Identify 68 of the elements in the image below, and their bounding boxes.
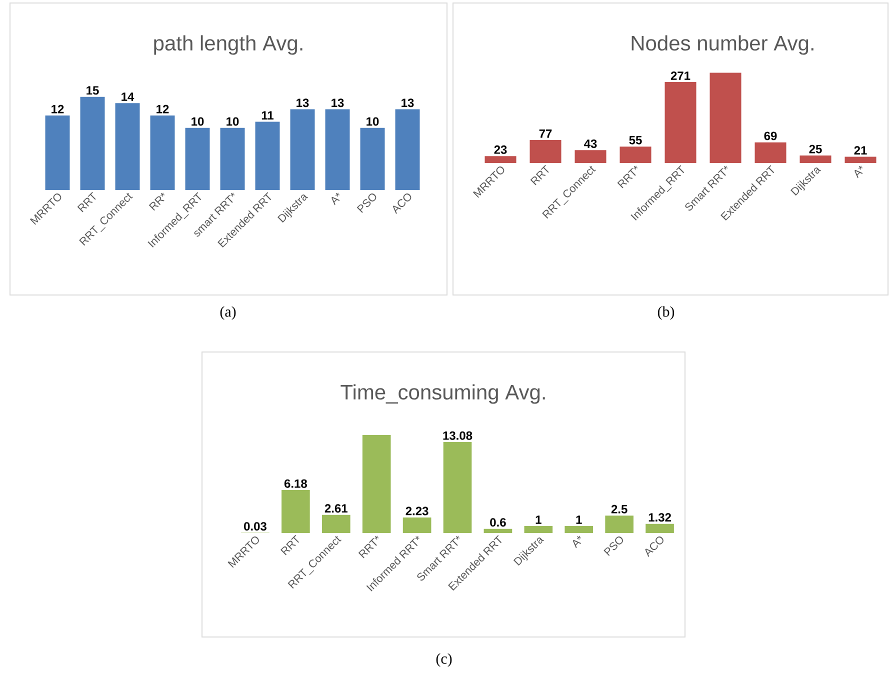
bar bbox=[564, 526, 594, 533]
data-label: 1.32 bbox=[648, 513, 671, 522]
bar bbox=[530, 140, 562, 163]
bar bbox=[664, 82, 696, 163]
data-label: 13 bbox=[332, 98, 344, 108]
bar bbox=[443, 442, 472, 533]
data-label: 43 bbox=[584, 139, 597, 148]
bar bbox=[605, 516, 634, 533]
chart-title: Nodes number Avg. bbox=[632, 35, 814, 55]
bar bbox=[80, 96, 105, 190]
data-label: 11 bbox=[262, 111, 274, 120]
x-tick-label: A* bbox=[572, 536, 582, 548]
bar bbox=[115, 103, 140, 190]
x-tick-label: A* bbox=[331, 192, 340, 206]
data-label: 21 bbox=[854, 146, 867, 155]
chart-title: path length Avg. bbox=[154, 35, 302, 55]
data-label: 25 bbox=[809, 144, 822, 154]
bar bbox=[255, 122, 280, 190]
data-label: 13.08 bbox=[443, 431, 472, 440]
bar bbox=[322, 514, 350, 533]
text: (b) bbox=[658, 306, 674, 320]
bar bbox=[150, 115, 175, 190]
data-label: 77 bbox=[539, 130, 552, 138]
bar bbox=[220, 128, 245, 190]
bar bbox=[844, 156, 876, 163]
bar bbox=[620, 146, 652, 163]
bar bbox=[290, 109, 315, 190]
data-label: 12 bbox=[52, 104, 64, 114]
bar bbox=[574, 150, 606, 163]
bar bbox=[646, 524, 674, 533]
chart-title: Time_consuming Avg. bbox=[340, 384, 545, 404]
text: (a) bbox=[220, 306, 236, 320]
data-label: 14 bbox=[122, 92, 134, 101]
data-label: 69 bbox=[764, 132, 777, 140]
data-label: 0.03 bbox=[244, 522, 266, 531]
data-label: 13 bbox=[296, 98, 309, 108]
data-label: 10 bbox=[192, 117, 204, 126]
data-label: 10 bbox=[366, 117, 379, 126]
bar bbox=[362, 434, 391, 533]
text: (c) bbox=[436, 653, 452, 667]
bar bbox=[754, 142, 786, 163]
bar bbox=[484, 528, 512, 533]
bar bbox=[282, 490, 310, 533]
bar bbox=[360, 128, 385, 190]
data-label: 1 bbox=[536, 516, 542, 524]
x-tick-label: A* bbox=[854, 166, 863, 178]
data-label: 0.6 bbox=[490, 518, 506, 527]
bar bbox=[484, 156, 516, 163]
bar bbox=[800, 156, 832, 163]
bar bbox=[325, 109, 350, 190]
data-label: 2.61 bbox=[324, 504, 348, 513]
data-label: 12 bbox=[156, 104, 169, 114]
data-label: 271 bbox=[670, 71, 690, 80]
data-label: 23 bbox=[494, 145, 507, 154]
bar bbox=[524, 526, 553, 533]
bar bbox=[45, 115, 70, 190]
data-label: 2.5 bbox=[611, 504, 628, 514]
data-label: 13 bbox=[402, 98, 414, 108]
bar bbox=[395, 109, 420, 190]
bar bbox=[710, 72, 742, 163]
data-label: 10 bbox=[226, 117, 239, 126]
data-label: 15 bbox=[86, 86, 99, 95]
data-label: 2.23 bbox=[406, 506, 428, 516]
bar bbox=[402, 517, 432, 533]
data-label: 1 bbox=[576, 516, 582, 524]
bar bbox=[185, 128, 210, 190]
data-label: 6.18 bbox=[284, 479, 307, 488]
data-label: 55 bbox=[629, 136, 642, 144]
